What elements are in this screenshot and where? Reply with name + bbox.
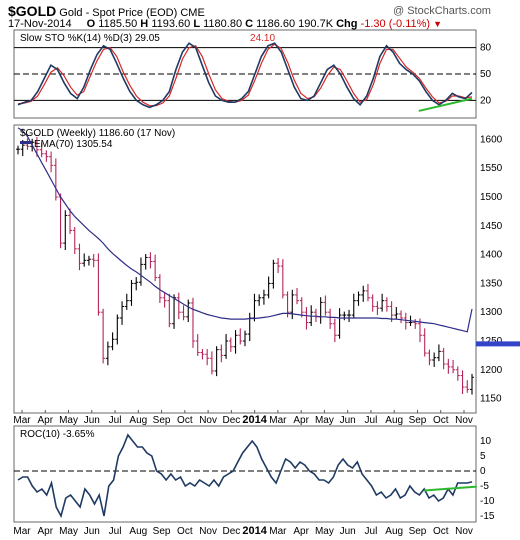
x-tick-label: Nov [455, 526, 473, 537]
price-tick-label: 1500 [480, 192, 503, 203]
high-value: 1193.60 [151, 18, 191, 30]
x-tick-label: Nov [199, 526, 217, 537]
x-tick-label: Sep [409, 526, 427, 537]
x-tick-label: Nov [455, 415, 473, 426]
x-tick-label: Sep [409, 415, 427, 426]
x-tick-label: Oct [177, 526, 193, 537]
x-tick-label: Mar [13, 526, 31, 537]
sto-legend-d-value: 24.10 [250, 33, 275, 44]
x-tick-label: Apr [293, 415, 309, 426]
sto-tick-label: 20 [480, 95, 492, 106]
low-value: 1180.80 [203, 18, 243, 30]
change-label: Chg [336, 18, 358, 30]
sto-legend-label: Slow STO %K(14) %D(3) 29.05 [20, 33, 160, 44]
roc-tick-label: 10 [480, 436, 492, 447]
high-label: H [140, 18, 149, 30]
symbol-name: Gold - Spot Price (EOD) [59, 7, 178, 19]
x-tick-label: Jul [365, 526, 378, 537]
x-tick-label: Jul [365, 415, 378, 426]
ema-70-line [17, 127, 473, 333]
x-tick-label: Apr [37, 526, 53, 537]
x-tick-label: May [59, 415, 78, 426]
x-tick-label: Aug [129, 415, 147, 426]
price-tick-label: 1300 [480, 307, 503, 318]
x-tick-label: Sep [153, 526, 171, 537]
x-tick-label: Mar [269, 526, 287, 537]
close-value: 1186.60 [256, 18, 296, 30]
x-tick-label: Aug [129, 526, 147, 537]
x-tick-label: Nov [199, 415, 217, 426]
x-tick-label: May [315, 526, 334, 537]
x-tick-label: Aug [385, 415, 403, 426]
x-tick-label: Mar [13, 415, 31, 426]
price-tick-label: 1550 [480, 163, 503, 174]
roc-legend-label: ROC(10) -3.65% [20, 429, 95, 440]
sto-trend-line [418, 97, 473, 112]
price-tick-label: 1450 [480, 221, 503, 232]
roc-trend-line [424, 485, 477, 492]
sto-tick-label: 50 [480, 69, 492, 80]
price-tick-label: 1150 [480, 394, 502, 405]
low-label: L [193, 18, 201, 30]
price-tick-label: 1600 [480, 134, 503, 145]
down-arrow-icon: ▼ [433, 19, 443, 29]
roc-tick-label: -15 [480, 511, 495, 522]
x-tick-label: Jun [340, 526, 356, 537]
exchange: CME [180, 7, 205, 19]
roc-tick-label: -5 [480, 481, 489, 492]
date: 17-Nov-2014 [8, 18, 72, 30]
x-tick-label: Jul [109, 415, 122, 426]
sto-d-line [17, 43, 473, 107]
x-tick-label: Sep [153, 415, 171, 426]
x-tick-label: May [315, 415, 334, 426]
roc-line [17, 433, 473, 519]
x-tick-label: 2014 [242, 414, 267, 426]
x-tick-label: Oct [433, 415, 449, 426]
x-tick-label: Jun [84, 526, 100, 537]
watermark: @ StockCharts.com [393, 5, 491, 17]
price-tick-label: 1350 [480, 278, 503, 289]
x-tick-label: Oct [433, 526, 449, 537]
chart-title-row: $GOLD Gold - Spot Price (EOD) CME [8, 3, 205, 19]
x-tick-label: Jun [84, 415, 100, 426]
roc-tick-label: -10 [480, 496, 495, 507]
ema-legend-label: EMA(70) 1305.54 [34, 139, 113, 150]
price-tick-label: 1400 [480, 250, 503, 261]
sto-tick-label: 80 [480, 43, 492, 54]
x-tick-label: Dec [222, 415, 240, 426]
x-tick-label: Apr [37, 415, 53, 426]
volume-value: 190.7K [298, 18, 334, 30]
price-legend-label: $GOLD (Weekly) 1186.60 (17 Nov) [20, 128, 175, 139]
close-label: C [245, 18, 254, 30]
sto-k-line [17, 42, 473, 109]
ema-legend-swatch [20, 141, 32, 144]
x-tick-label: Aug [385, 526, 403, 537]
x-tick-label: Mar [269, 415, 287, 426]
x-tick-label: Jul [109, 526, 122, 537]
open-value: 1185.50 [98, 18, 138, 30]
x-tick-label: Dec [222, 526, 240, 537]
price-tick-label: 1200 [480, 365, 503, 376]
x-tick-label: 2014 [242, 525, 267, 537]
x-tick-label: Jun [340, 415, 356, 426]
symbol: $GOLD [8, 3, 57, 19]
x-tick-label: Apr [293, 526, 309, 537]
change-value: -1.30 (-0.11%) [360, 18, 431, 30]
x-tick-label: Oct [177, 415, 193, 426]
x-tick-label: May [59, 526, 78, 537]
panel-frame-1 [13, 124, 477, 414]
panel-frame-2 [13, 425, 477, 523]
roc-tick-label: 5 [480, 451, 486, 462]
open-label: O [86, 18, 96, 30]
roc-tick-label: 0 [480, 466, 486, 477]
ohlc-row: 17-Nov-2014 O 1185.50 H 1193.60 L 1180.8… [8, 18, 442, 30]
